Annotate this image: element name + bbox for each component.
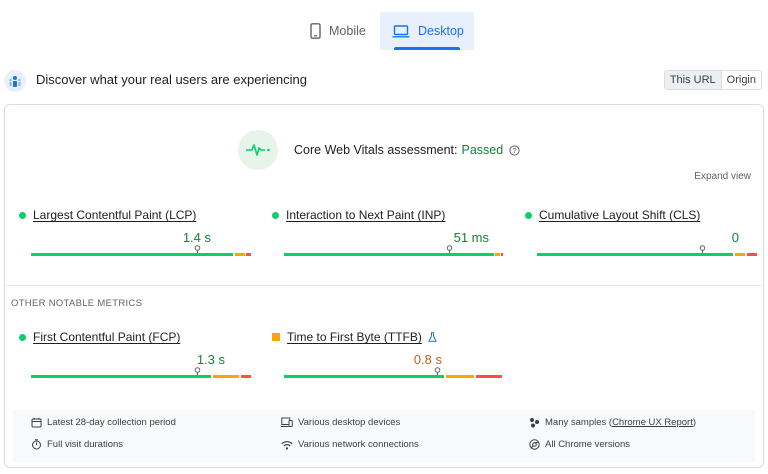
this-url-button[interactable]: This URL [664, 71, 722, 89]
metric-lcp-label[interactable]: Largest Contentful Paint (LCP) [33, 208, 197, 222]
visit-durations-item: Full visit durations [31, 439, 123, 450]
metric-inp: Interaction to Next Paint (INP) 51 ms [272, 208, 503, 256]
svg-text:?: ? [513, 146, 517, 155]
distribution-bar [31, 253, 251, 256]
distribution-bar [537, 253, 757, 256]
divider [5, 285, 763, 286]
good-indicator [19, 211, 26, 219]
network-item: Various network connections [281, 439, 419, 450]
field-data-panel: Core Web Vitals assessment: Passed ? Exp… [4, 104, 764, 468]
metric-cls-label[interactable]: Cumulative Layout Shift (CLS) [539, 208, 701, 222]
metric-fcp: First Contentful Paint (FCP) 1.3 s [19, 330, 251, 378]
pulse-icon [238, 130, 278, 170]
metric-fcp-label[interactable]: First Contentful Paint (FCP) [33, 330, 181, 344]
flask-icon [427, 332, 437, 342]
distribution-bar [284, 375, 502, 378]
phone-icon [310, 23, 321, 39]
chrome-versions-text: All Chrome versions [545, 439, 630, 450]
metric-ttfb-value: 0.8 s [413, 352, 442, 367]
network-text: Various network connections [298, 439, 419, 450]
metric-fcp-value: 1.3 s [196, 352, 225, 367]
chrome-ux-report-link[interactable]: Chrome UX Report [612, 417, 693, 428]
metric-inp-label[interactable]: Interaction to Next Paint (INP) [286, 208, 446, 222]
distribution-bar [31, 375, 251, 378]
assessment-status: Passed [461, 143, 504, 157]
samples-item: Many samples (Chrome UX Report) [529, 417, 696, 428]
expand-view-button[interactable]: Expand view [694, 171, 751, 182]
users-icon [4, 70, 26, 92]
url-origin-toggle: This URL Origin [663, 70, 762, 90]
field-data-header: Discover what your real users are experi… [0, 68, 768, 94]
help-icon[interactable]: ? [509, 144, 520, 156]
device-tabs: Mobile Desktop [0, 12, 768, 50]
collection-period-text: Latest 28-day collection period [47, 417, 176, 428]
calendar-icon [31, 417, 42, 428]
devices-icon [281, 417, 293, 427]
laptop-icon [392, 24, 410, 38]
cwv-assessment: Core Web Vitals assessment: Passed ? [294, 143, 520, 157]
good-indicator [272, 211, 279, 219]
chrome-icon [529, 439, 540, 450]
metric-ttfb-label[interactable]: Time to First Byte (TTFB) [287, 330, 422, 344]
good-indicator [525, 211, 532, 219]
assessment-label: Core Web Vitals assessment: [294, 143, 458, 157]
origin-button[interactable]: Origin [726, 74, 756, 86]
other-metrics-heading: OTHER NOTABLE METRICS [11, 298, 143, 309]
tab-desktop-label: Desktop [418, 24, 464, 38]
metric-lcp: Largest Contentful Paint (LCP) 1.4 s [19, 208, 251, 256]
samples-text: Many samples ( [545, 417, 613, 428]
samples-icon [530, 418, 539, 428]
metric-ttfb: Time to First Byte (TTFB) 0.8 s [272, 330, 502, 378]
visit-durations-text: Full visit durations [47, 439, 124, 450]
devices-text: Various desktop devices [298, 417, 401, 428]
tab-mobile[interactable]: Mobile [300, 12, 378, 50]
devices-item: Various desktop devices [281, 417, 400, 428]
metric-cls-value: 0 [731, 230, 739, 245]
collection-period-item: Latest 28-day collection period [31, 417, 176, 428]
metric-lcp-value: 1.4 s [182, 230, 211, 245]
collection-info-footer: Latest 28-day collection period Various … [13, 410, 755, 462]
samples-text-suffix: ) [692, 417, 697, 428]
metric-inp-value: 51 ms [453, 230, 489, 245]
good-indicator [19, 333, 26, 341]
metric-cls: Cumulative Layout Shift (CLS) 0 [525, 208, 757, 256]
wifi-icon [281, 440, 293, 449]
page-title: Discover what your real users are experi… [36, 72, 307, 87]
tab-desktop[interactable]: Desktop [380, 12, 474, 50]
chrome-versions-item: All Chrome versions [529, 439, 630, 450]
timer-icon [32, 439, 41, 450]
needs-improvement-indicator [272, 333, 280, 341]
tab-mobile-label: Mobile [329, 24, 366, 38]
distribution-bar [284, 253, 503, 256]
